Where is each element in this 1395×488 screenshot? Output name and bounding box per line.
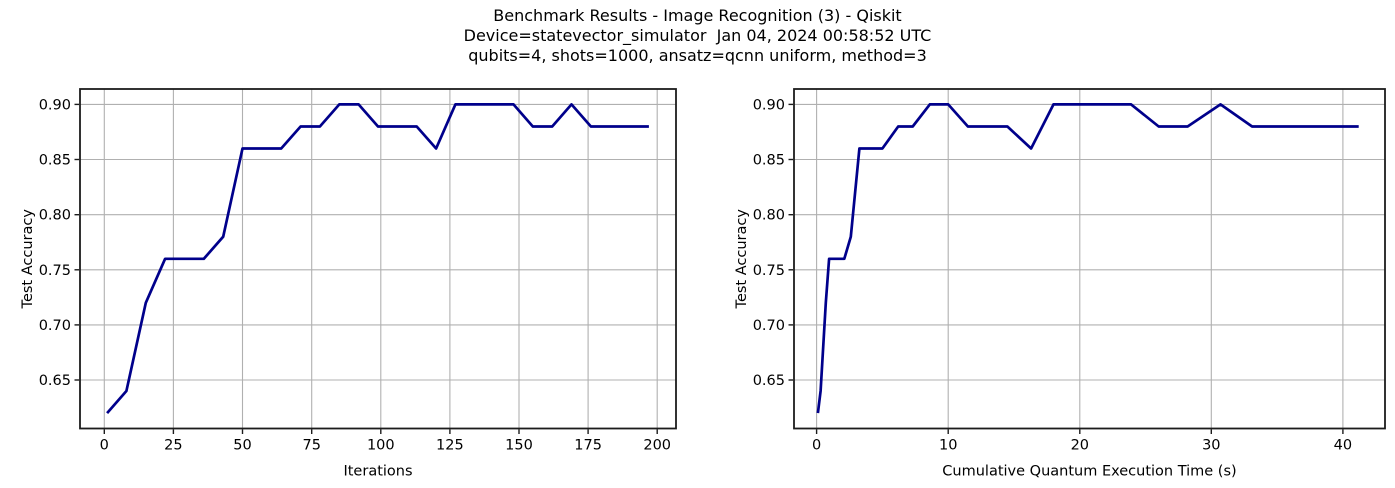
- title-line-2: Device=statevector_simulator Jan 04, 202…: [463, 26, 932, 45]
- axes-spines: [793, 88, 1386, 430]
- x-axis-label: Iterations: [343, 464, 412, 480]
- accuracy-vs-iterations-chart: 0 25 50 75 100 125 150 175 200 0.65 0.70 0.75 0.80 0.…: [20, 88, 677, 480]
- y-tick-label: 0.80: [753, 208, 785, 224]
- y-tick-label: 0.85: [753, 153, 785, 169]
- y-tick-label: 0.70: [39, 318, 71, 334]
- series-line: [816, 103, 1359, 414]
- x-axis-label: Cumulative Quantum Execution Time (s): [942, 464, 1236, 480]
- tick-labels: 0 25 50 75 100 125 150 175 200 0.65 0.70 0.75 0.80 0.…: [39, 97, 671, 453]
- title-line-1: Benchmark Results - Image Recognition (3…: [493, 6, 902, 25]
- x-tick-label: 50: [233, 438, 251, 454]
- accuracy-vs-cumulative-time-chart: 0 10 20 30 40 0.65 0.70 0.75 0.80 0.85 0.90 Cumulat…: [734, 88, 1386, 480]
- tick-labels: 0 10 20 30 40 0.65 0.70 0.75 0.80 0.85 0.90: [753, 97, 1352, 453]
- y-tick-label: 0.80: [39, 208, 71, 224]
- y-tick-label: 0.85: [39, 153, 71, 169]
- x-tick-label: 175: [574, 438, 602, 454]
- x-tick-label: 10: [939, 438, 957, 454]
- x-tick-label: 75: [302, 438, 320, 454]
- gridlines: [794, 89, 1385, 429]
- y-axis-label: Test Accuracy: [734, 209, 750, 310]
- x-tick-label: 25: [164, 438, 182, 454]
- y-tick-label: 0.70: [753, 318, 785, 334]
- ticks: [74, 103, 658, 434]
- title-line-3: qubits=4, shots=1000, ansatz=qcnn unifor…: [468, 46, 927, 65]
- gridlines: [80, 89, 676, 429]
- y-tick-label: 0.65: [39, 373, 71, 389]
- x-tick-label: 150: [505, 438, 533, 454]
- y-tick-label: 0.75: [753, 263, 785, 279]
- x-tick-label: 40: [1334, 438, 1352, 454]
- axes-spines: [79, 88, 677, 430]
- x-tick-label: 0: [812, 438, 821, 454]
- x-tick-label: 200: [643, 438, 671, 454]
- y-tick-label: 0.90: [753, 97, 785, 113]
- y-tick-label: 0.65: [753, 373, 785, 389]
- y-tick-label: 0.90: [39, 97, 71, 113]
- ticks: [788, 103, 1344, 434]
- series-line: [106, 103, 649, 414]
- x-tick-label: 0: [100, 438, 109, 454]
- figure-title: Benchmark Results - Image Recognition (3…: [0, 6, 1395, 66]
- y-tick-label: 0.75: [39, 263, 71, 279]
- x-tick-label: 30: [1202, 438, 1220, 454]
- x-tick-label: 125: [436, 438, 464, 454]
- y-axis-label: Test Accuracy: [20, 209, 36, 310]
- x-tick-label: 20: [1071, 438, 1089, 454]
- x-tick-label: 100: [367, 438, 395, 454]
